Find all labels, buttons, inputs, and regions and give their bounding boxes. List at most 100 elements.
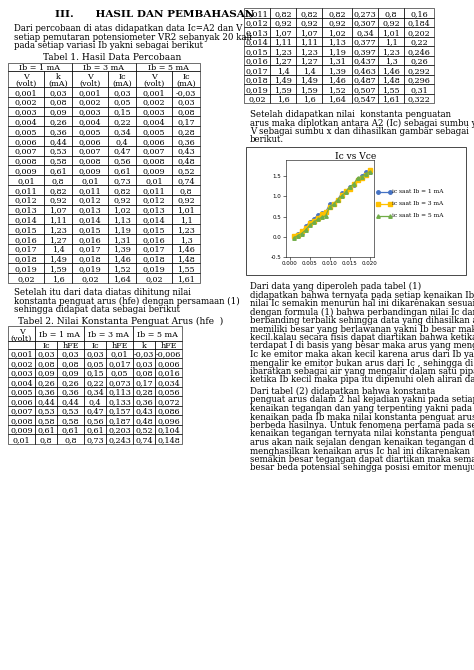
Bar (270, 74, 296, 84)
Text: 0,015: 0,015 (79, 226, 101, 234)
Text: setiap pemutaran potensiometer VR2 sebanyak 20 kali: setiap pemutaran potensiometer VR2 seban… (14, 33, 252, 42)
Text: 0,92: 0,92 (177, 196, 195, 204)
Text: 0,34: 0,34 (86, 389, 104, 396)
Text: Ic: Ic (182, 73, 190, 81)
Text: 0,53: 0,53 (49, 147, 67, 155)
Text: 0,014: 0,014 (15, 216, 37, 224)
Text: 0,17: 0,17 (177, 118, 195, 126)
Bar (246, 147, 466, 275)
Bar (106, 377, 133, 387)
Bar (352, 46, 378, 56)
Text: 0,056: 0,056 (157, 389, 180, 396)
Text: 0,004: 0,004 (10, 379, 33, 387)
Bar (352, 74, 378, 84)
ic saat Ib = 5 mA (351, 180, 356, 188)
Text: 0,53: 0,53 (62, 407, 79, 415)
Text: 1,07: 1,07 (49, 206, 67, 214)
Text: Ib = 3 mA: Ib = 3 mA (83, 64, 125, 72)
Text: 0,246: 0,246 (408, 48, 430, 56)
Bar (296, 17, 322, 27)
Text: 0,007: 0,007 (10, 407, 33, 415)
Text: 1,59: 1,59 (274, 86, 292, 94)
Bar (106, 396, 133, 405)
ic saat Ib = 1 mA (311, 215, 317, 223)
Text: menghasilkan kenaikan arus Ic hal ini dikarenakan: menghasilkan kenaikan arus Ic hal ini di… (250, 446, 470, 456)
Text: Ib = 1 mA: Ib = 1 mA (19, 64, 61, 72)
Text: pada setiap variasi Ib yakni sebagai berikut: pada setiap variasi Ib yakni sebagai ber… (14, 41, 203, 50)
ic saat Ib = 3 mA (327, 203, 332, 211)
Bar (44, 204, 72, 214)
Bar (108, 155, 136, 165)
Text: 0,61: 0,61 (113, 168, 131, 175)
Bar (8, 155, 44, 165)
Text: 0,34: 0,34 (356, 29, 374, 37)
Text: 0,016: 0,016 (157, 369, 180, 377)
Text: 0,547: 0,547 (354, 95, 376, 103)
Text: 1,11: 1,11 (274, 38, 292, 46)
Bar (378, 8, 404, 17)
Text: Ic ke emitor maka akan kecil karena arus dari Ib yang: Ic ke emitor maka akan kecil karena arus… (250, 350, 474, 359)
Bar (106, 348, 133, 358)
Bar (8, 377, 35, 387)
Text: 1,23: 1,23 (177, 226, 195, 234)
Text: 0,012: 0,012 (246, 19, 268, 27)
Text: konstanta penguat arus (hfe) dengan persamaan (1): konstanta penguat arus (hfe) dengan pers… (14, 297, 240, 306)
Bar (84, 377, 106, 387)
Text: dengan formula (1) bahwa perbandingan nilai Ic dan Ib: dengan formula (1) bahwa perbandingan ni… (250, 308, 474, 317)
Text: berbanding terbalik sehingga data yang dihasilkan akan: berbanding terbalik sehingga data yang d… (250, 316, 474, 325)
Bar (106, 387, 133, 396)
ic saat Ib = 1 mA (343, 188, 348, 196)
Text: 0,007: 0,007 (143, 147, 165, 155)
Bar (57, 405, 84, 415)
ic saat Ib = 5 mA (323, 212, 328, 220)
Text: hFE: hFE (62, 342, 79, 350)
Text: 0,22: 0,22 (410, 38, 428, 46)
ic saat Ib = 1 mA (347, 183, 353, 191)
Bar (8, 175, 44, 185)
Text: 0,001: 0,001 (79, 89, 101, 96)
Bar (44, 175, 72, 185)
Bar (244, 46, 270, 56)
Line: ic saat Ib = 1 mA: ic saat Ib = 1 mA (292, 170, 371, 237)
Text: 0,53: 0,53 (37, 407, 55, 415)
Text: 1,6: 1,6 (277, 95, 289, 103)
Text: 0,004: 0,004 (79, 118, 101, 126)
Bar (172, 146, 200, 155)
ic saat Ib = 1 mA (327, 200, 332, 208)
Text: 0,56: 0,56 (113, 157, 131, 165)
Bar (8, 224, 44, 234)
ic saat Ib = 3 mA (299, 226, 304, 234)
Bar (322, 17, 352, 27)
Bar (8, 405, 35, 415)
Bar (35, 368, 57, 377)
Bar (72, 175, 108, 185)
Text: 0,26: 0,26 (37, 379, 55, 387)
Bar (72, 185, 108, 195)
Bar (72, 263, 108, 273)
Text: 0,09: 0,09 (49, 109, 67, 117)
Bar (84, 326, 133, 340)
Text: kecil.kalau secara fisis dapat diartikan bahwa ketika: kecil.kalau secara fisis dapat diartikan… (250, 333, 474, 342)
Bar (404, 27, 434, 36)
Bar (84, 425, 106, 434)
Bar (378, 46, 404, 56)
Text: 1,52: 1,52 (113, 265, 131, 273)
Bar (44, 214, 72, 224)
Bar (106, 434, 133, 444)
Text: ic saat Ib = 3 mA: ic saat Ib = 3 mA (392, 201, 443, 206)
Bar (244, 84, 270, 94)
ic saat Ib = 1 mA (303, 222, 309, 230)
Text: 0,8: 0,8 (40, 436, 52, 444)
Bar (404, 74, 434, 84)
Bar (270, 8, 296, 17)
Bar (172, 155, 200, 165)
ic saat Ib = 3 mA (303, 224, 309, 232)
Bar (155, 434, 182, 444)
Bar (72, 244, 108, 254)
Bar (57, 348, 84, 358)
Bar (136, 273, 172, 283)
Text: 1,07: 1,07 (274, 29, 292, 37)
Bar (378, 74, 404, 84)
ic saat Ib = 1 mA (335, 196, 340, 204)
Text: 0,92: 0,92 (113, 196, 131, 204)
